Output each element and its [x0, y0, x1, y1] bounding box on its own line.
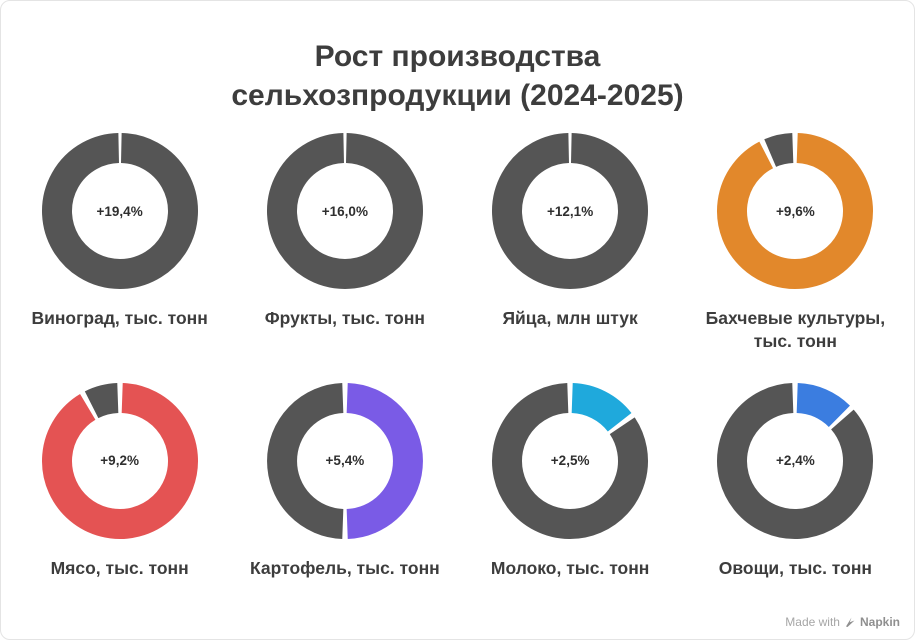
category-label: Бахчевые культуры, тыс. тонн — [705, 308, 886, 351]
category-label: Молоко, тыс. тонн — [490, 557, 650, 578]
donut-ring — [492, 133, 649, 289]
donut-chart: +5,4% — [265, 381, 425, 541]
category-label: Виноград, тыс. тонн — [31, 308, 208, 328]
napkin-brand-label: Napkin — [859, 615, 900, 629]
napkin-logo-icon — [845, 617, 855, 627]
page-title-line2: сельхозпродукции (2024-2025) — [231, 79, 684, 112]
donut-chart-cell: +19,4% Виноград, тыс. тонн — [7, 131, 232, 353]
donut-chart: +19,4% — [40, 131, 200, 291]
donut-ring — [41, 382, 198, 539]
donut-chart-cell: +16,0% Фрукты, тыс. тонн — [232, 131, 457, 353]
category-label: Мясо, тыс. тонн — [50, 557, 189, 578]
donut-chart: +9,2% — [40, 381, 200, 541]
donut-ring — [717, 382, 874, 539]
donut-chart-cell: +2,5% Молоко, тыс. тонн — [458, 381, 683, 580]
donut-ring — [717, 133, 874, 289]
made-with-napkin-badge[interactable]: Made with Napkin — [785, 615, 900, 629]
donut-chart-cell: +9,6% Бахчевые культуры, тыс. тонн — [683, 131, 908, 353]
donut-chart-cell: +2,4% Овощи, тыс. тонн — [683, 381, 908, 580]
donut-ring — [266, 382, 423, 539]
page-title-line1: Рост производства — [314, 40, 601, 73]
donut-chart: +9,6% — [715, 131, 875, 291]
category-label: Картофель, тыс. тонн — [250, 557, 440, 578]
donut-ring — [492, 382, 649, 539]
page-title: Рост производства сельхозпродукции (2024… — [1, 37, 914, 115]
donut-chart: +16,0% — [265, 131, 425, 291]
donut-chart-cell: +12,1% Яйца, млн штук — [458, 131, 683, 353]
category-label: Яйца, млн штук — [502, 308, 638, 328]
donut-chart-cell: +5,4% Картофель, тыс. тонн — [232, 381, 457, 580]
donut-chart: +12,1% — [490, 131, 650, 291]
donut-chart-cell: +9,2% Мясо, тыс. тонн — [7, 381, 232, 580]
donut-chart: +2,4% — [715, 381, 875, 541]
charts-grid: +19,4% Виноград, тыс. тонн +16,0% Фрукты, т… — [1, 131, 914, 579]
made-with-label: Made with — [785, 615, 840, 629]
donut-ring — [266, 133, 423, 289]
category-label: Фрукты, тыс. тонн — [264, 308, 426, 328]
category-label: Овощи, тыс. тонн — [718, 557, 872, 578]
donut-ring — [41, 133, 198, 289]
donut-chart: +2,5% — [490, 381, 650, 541]
